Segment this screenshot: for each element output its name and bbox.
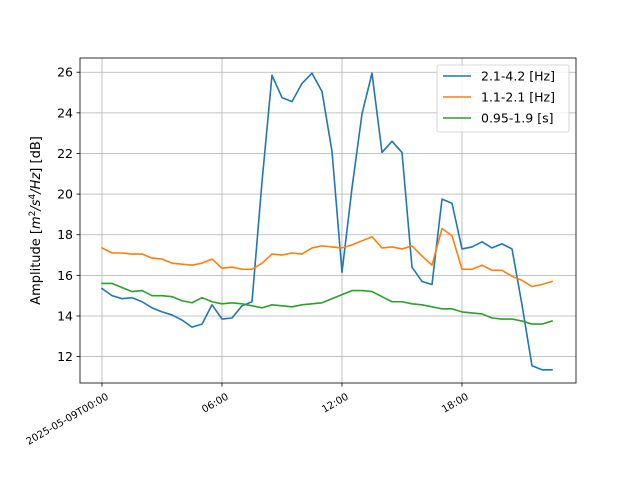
y-axis-label-part: ] [dB] [29,136,44,173]
legend-label-1: 2.1-4.2 [Hz] [481,69,555,84]
y-axis-label-part: Hz [29,172,44,190]
y-axis-label-part: / [29,188,44,195]
y-tick-label: 24 [57,105,73,120]
series-line-1 [100,72,553,371]
series-lines [100,72,553,371]
y-axis-label-part: 2 [28,211,38,217]
series-line-3 [101,282,553,325]
legend: 2.1-4.2 [Hz] 1.1-2.1 [Hz] 0.95-1.9 [s] [436,64,570,133]
y-axis-label-part: / [29,205,44,212]
series-line-2 [100,227,553,288]
y-axis-label-part: 4 [28,193,38,199]
y-tick-label: 18 [57,227,73,242]
y-axis-label: Amplitude [m2/s4/Hz] [dB] [28,136,44,305]
legend-label-2: 1.1-2.1 [Hz] [481,90,555,105]
legend-frame [436,64,570,133]
y-tick-label: 16 [57,268,73,283]
y-tick-label: 22 [57,146,73,161]
y-axis-ticks: 12 14 16 18 20 22 24 26 [57,65,80,364]
y-tick-label: 14 [57,308,73,323]
y-axis-label-part: Amplitude [ [29,229,44,305]
plot-frame [79,57,577,384]
legend-label-3: 0.95-1.9 [s] [481,111,553,126]
y-tick-label: 12 [57,349,73,364]
y-tick-label: 26 [57,65,73,80]
y-axis-label-part: m [29,216,44,229]
y-tick-label: 20 [57,187,73,202]
y-axis-label-part: s [29,199,44,206]
